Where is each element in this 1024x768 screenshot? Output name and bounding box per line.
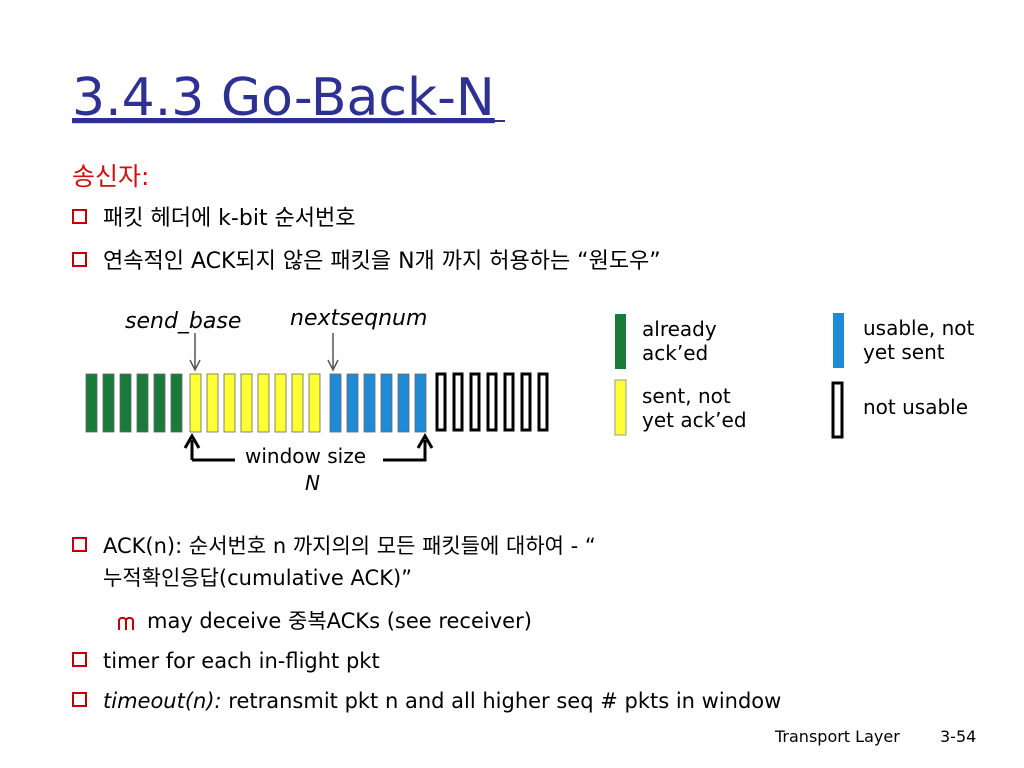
- packet: [414, 373, 427, 433]
- packet: [206, 373, 219, 433]
- bullet: 누적확인응답(cumulative ACK)”: [103, 566, 412, 590]
- title: 3.4.3 Go-Back-N: [72, 68, 495, 128]
- legend-swatch: [615, 314, 626, 369]
- packet: [189, 373, 202, 433]
- legend-label: yet ack’ed: [642, 408, 747, 432]
- packet: [346, 373, 359, 433]
- bullet-text: retransmit pkt n and all higher seq # pk…: [222, 689, 782, 713]
- legend-swatch: [833, 313, 844, 368]
- packet: [291, 373, 304, 433]
- legend-swatch: [614, 379, 627, 436]
- footer-page: 3-54: [940, 727, 976, 746]
- packet: [170, 373, 183, 433]
- packet: [537, 372, 549, 432]
- packet: [136, 373, 149, 433]
- packet: [308, 373, 321, 433]
- packet: [503, 372, 515, 432]
- bullet: 패킷 헤더에 k-bit 순서번호: [103, 206, 356, 231]
- arrow: [189, 333, 339, 372]
- packet: [452, 372, 464, 432]
- packet: [397, 373, 410, 433]
- bullet: ACK(n): 순서번호 n 까지의의 모든 패킷들에 대하여 - “: [103, 534, 596, 558]
- legend-swatch: [831, 381, 844, 439]
- legend-label: sent, not: [642, 384, 731, 408]
- packet: [102, 373, 115, 433]
- packet: [363, 373, 376, 433]
- diagram: send_base nextseqnum window size N alrea…: [85, 306, 975, 495]
- label: window size: [245, 444, 366, 468]
- packet: [274, 373, 287, 433]
- window-arrows: [183, 433, 434, 462]
- legend-label: yet sent: [863, 340, 945, 364]
- label: send_base: [125, 309, 241, 334]
- label: nextseqnum: [290, 306, 427, 331]
- legend-label: usable, not: [863, 316, 975, 340]
- legend-label: already: [642, 317, 717, 341]
- packet: [435, 372, 447, 432]
- heading: 송신자:: [72, 162, 149, 191]
- bullet: timeout(n): retransmit pkt n and all hig…: [103, 689, 781, 713]
- footer-section: Transport Layer: [774, 727, 900, 746]
- packet: [240, 373, 253, 433]
- legend-label: ack’ed: [642, 341, 708, 365]
- packet: [469, 372, 481, 432]
- bullet-markers: [72, 209, 134, 707]
- packet: [257, 373, 270, 433]
- legend-label: not usable: [863, 395, 968, 419]
- packet: [486, 372, 498, 432]
- packet: [520, 372, 532, 432]
- sub-bullet: may deceive 중복ACKs (see receiver): [147, 609, 532, 633]
- packet: [85, 373, 98, 433]
- packet: [153, 373, 166, 433]
- packet: [119, 373, 132, 433]
- label: N: [305, 471, 320, 495]
- packet: [380, 373, 393, 433]
- packet: [329, 373, 342, 433]
- bullet-term: timeout(n):: [103, 689, 222, 713]
- bullet: timer for each in-flight pkt: [103, 649, 380, 673]
- bullet: 연속적인 ACK되지 않은 패킷을 N개 까지 허용하는 “원도우”: [103, 249, 661, 274]
- packet: [223, 373, 236, 433]
